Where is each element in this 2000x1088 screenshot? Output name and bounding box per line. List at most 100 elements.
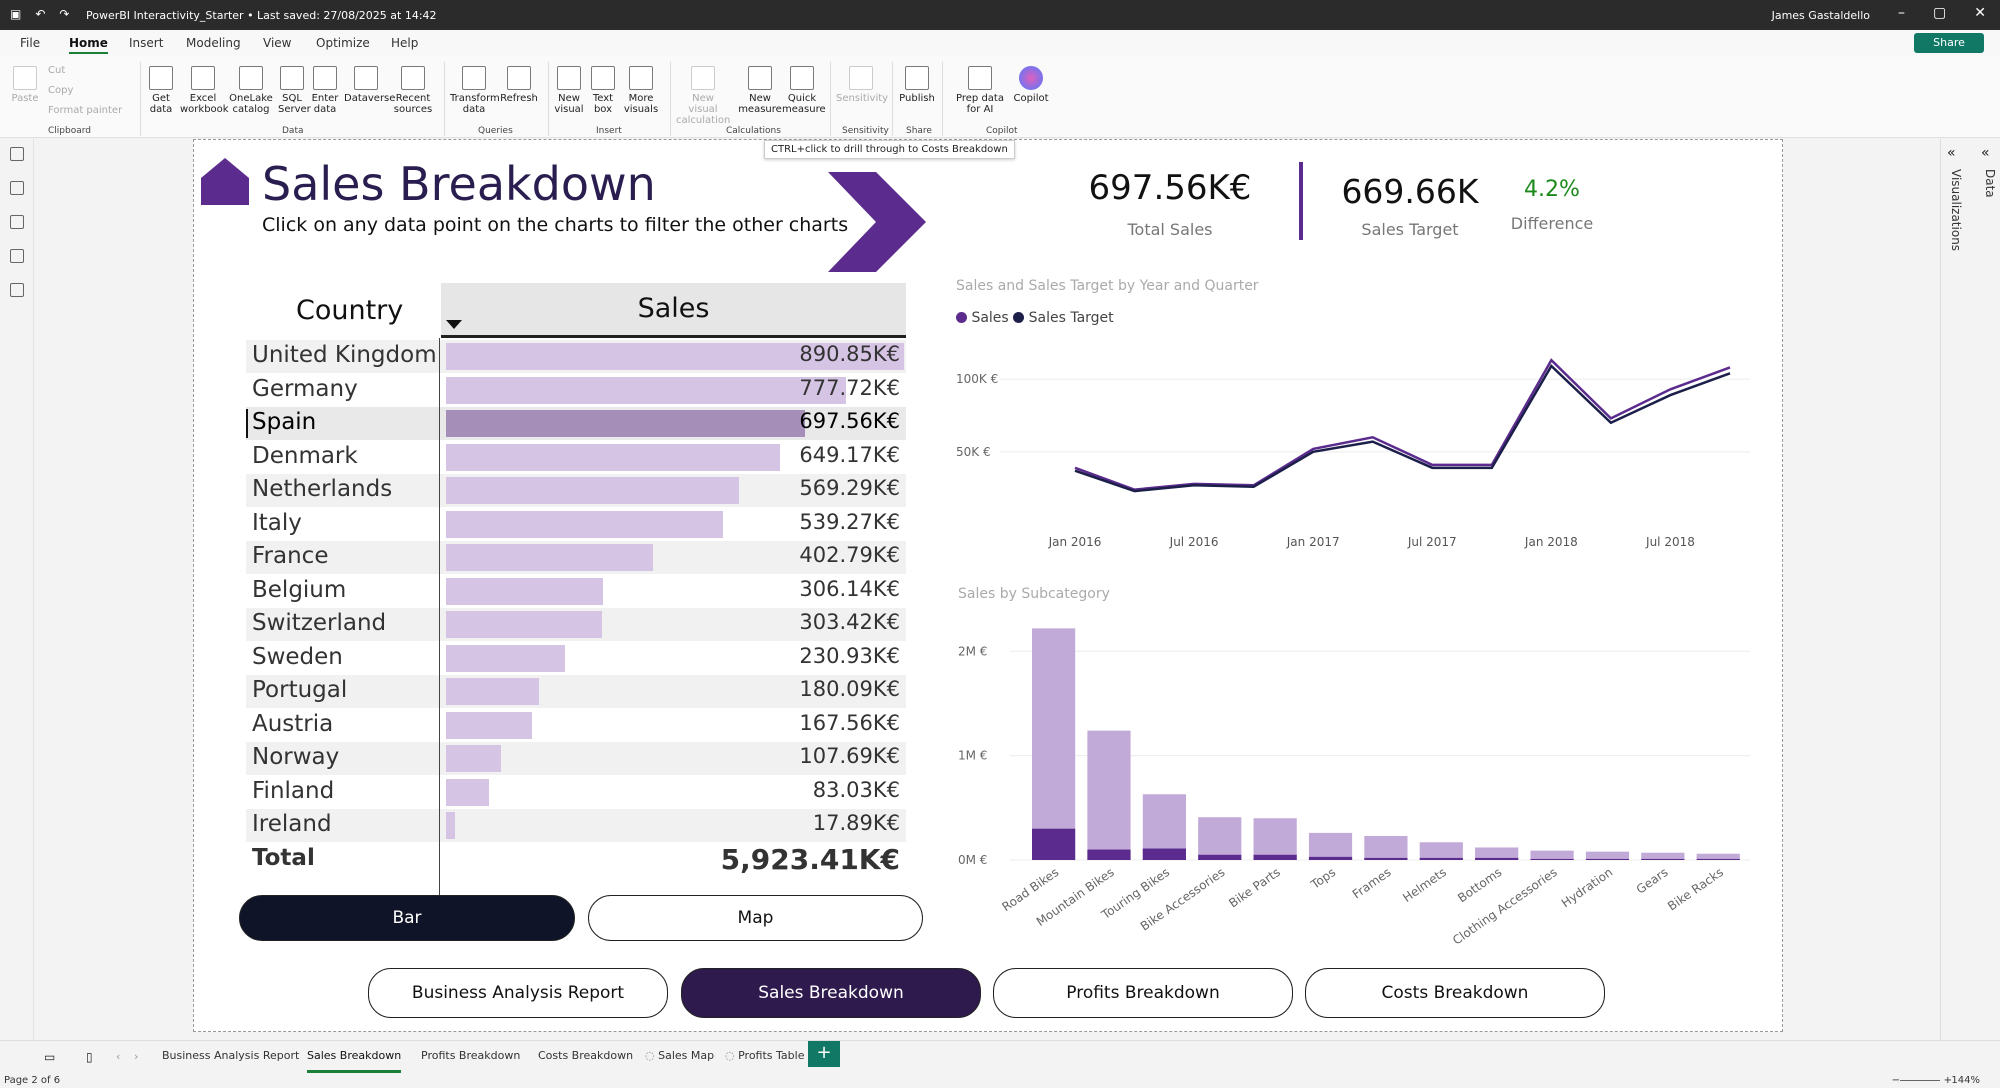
redo-icon[interactable]: ↷ bbox=[59, 7, 70, 21]
bar-selected[interactable] bbox=[1475, 857, 1519, 860]
mobile-layout-icon[interactable]: ▯ bbox=[86, 1050, 93, 1064]
table-row[interactable]: Germany 777.72K€ bbox=[246, 374, 906, 407]
page-tab-sales-breakdown[interactable]: Sales Breakdown bbox=[307, 1049, 402, 1073]
undo-icon[interactable]: ↶ bbox=[35, 7, 46, 21]
zoom-out-icon[interactable]: − bbox=[1891, 1075, 1900, 1086]
legend-sales[interactable]: Sales bbox=[956, 310, 1009, 326]
bar-total[interactable] bbox=[1585, 851, 1630, 860]
transform-data-button[interactable]: Transform data bbox=[450, 66, 500, 115]
table-row[interactable]: Sweden 230.93K€ bbox=[246, 642, 906, 675]
visualizations-pane-label[interactable]: Visualizations bbox=[1949, 169, 1963, 252]
page-tab-sales-map[interactable]: ◌ Sales Map bbox=[645, 1049, 715, 1062]
maximize-icon[interactable]: ▢ bbox=[1933, 5, 1947, 21]
copy-button[interactable]: Copy bbox=[48, 85, 74, 96]
sales-line-chart[interactable]: 50K € 100K € Jan 2016 Jul 2016 Jan 2017 Jul 2… bbox=[950, 340, 1770, 580]
legend-sales-target[interactable]: Sales Target bbox=[1013, 310, 1114, 326]
tmdl-view-icon[interactable] bbox=[10, 283, 24, 297]
bar-total[interactable] bbox=[1475, 847, 1519, 860]
cut-button[interactable]: Cut bbox=[48, 65, 66, 76]
bar-selected[interactable] bbox=[1308, 856, 1353, 860]
bar-total[interactable] bbox=[1364, 836, 1408, 860]
onelake-button[interactable]: OneLake catalog bbox=[228, 66, 274, 115]
bar-total[interactable] bbox=[1308, 832, 1353, 860]
page-tab-profits-table[interactable]: ◌ Profits Table bbox=[725, 1049, 805, 1062]
nav-costs-breakdown-button[interactable]: Costs Breakdown bbox=[1305, 968, 1605, 1018]
line-series-sales-target[interactable] bbox=[1074, 364, 1731, 493]
share-button[interactable]: Share bbox=[1914, 33, 1984, 53]
scroll-left-icon[interactable]: ‹ bbox=[116, 1050, 121, 1063]
bar-total[interactable] bbox=[1419, 842, 1463, 860]
desktop-layout-icon[interactable]: ▭ bbox=[44, 1050, 56, 1064]
bar-toggle-button[interactable]: Bar bbox=[239, 895, 575, 941]
bar-selected[interactable] bbox=[1585, 858, 1630, 860]
refresh-button[interactable]: Refresh bbox=[500, 66, 538, 104]
add-page-button[interactable]: + bbox=[808, 1041, 840, 1067]
dataverse-button[interactable]: Dataverse bbox=[344, 66, 395, 104]
bar-total[interactable] bbox=[1641, 852, 1685, 860]
sort-descending-icon[interactable] bbox=[446, 320, 462, 329]
collapse-data-icon[interactable]: « bbox=[1981, 145, 1990, 161]
sql-server-button[interactable]: SQL Server bbox=[278, 66, 311, 115]
enter-data-button[interactable]: Enter data bbox=[310, 66, 340, 115]
table-row[interactable]: Italy 539.27K€ bbox=[246, 508, 906, 541]
copilot-button[interactable]: Copilot bbox=[1012, 66, 1050, 104]
menu-home[interactable]: Home bbox=[69, 36, 108, 54]
scroll-right-icon[interactable]: › bbox=[134, 1050, 139, 1063]
bar-selected[interactable] bbox=[1530, 858, 1574, 860]
user-name[interactable]: James Gastaldello bbox=[1771, 9, 1870, 22]
table-view-icon[interactable] bbox=[10, 181, 24, 195]
bar-total[interactable] bbox=[1032, 628, 1076, 860]
sensitivity-button[interactable]: Sensitivity bbox=[836, 66, 888, 104]
recent-sources-button[interactable]: Recent sources bbox=[392, 66, 434, 115]
text-box-button[interactable]: Text box bbox=[588, 66, 618, 115]
bar-total[interactable] bbox=[1696, 853, 1740, 860]
table-row[interactable]: Finland 83.03K€ bbox=[246, 776, 906, 809]
new-measure-button[interactable]: New measure bbox=[738, 66, 782, 115]
bar-selected[interactable] bbox=[1142, 848, 1186, 860]
new-visual-button[interactable]: New visual bbox=[554, 66, 584, 115]
report-view-icon[interactable] bbox=[10, 147, 24, 161]
quick-measure-button[interactable]: Quick measure bbox=[782, 66, 826, 115]
bar-total[interactable] bbox=[1253, 818, 1297, 860]
table-row[interactable]: Portugal 180.09K€ bbox=[246, 675, 906, 708]
home-icon[interactable] bbox=[200, 156, 250, 206]
table-row[interactable]: Belgium 306.14K€ bbox=[246, 575, 906, 608]
more-visuals-button[interactable]: More visuals bbox=[622, 66, 660, 115]
bar-selected[interactable] bbox=[1198, 854, 1242, 860]
bar-selected[interactable] bbox=[1087, 849, 1131, 860]
page-tab-business-analysis[interactable]: Business Analysis Report bbox=[162, 1049, 300, 1062]
table-row[interactable]: United Kingdom 890.85K€ bbox=[246, 340, 906, 373]
excel-workbook-button[interactable]: Excel workbook bbox=[180, 66, 229, 115]
menu-insert[interactable]: Insert bbox=[129, 36, 164, 50]
zoom-level[interactable]: 144% bbox=[1951, 1075, 1980, 1086]
nav-sales-breakdown-button[interactable]: Sales Breakdown bbox=[681, 968, 981, 1018]
bar-selected[interactable] bbox=[1253, 854, 1297, 860]
table-row[interactable]: Switzerland 303.42K€ bbox=[246, 608, 906, 641]
nav-business-analysis-button[interactable]: Business Analysis Report bbox=[368, 968, 668, 1018]
menu-file[interactable]: File bbox=[20, 36, 41, 50]
menu-view[interactable]: View bbox=[263, 36, 292, 50]
page-tab-costs-breakdown[interactable]: Costs Breakdown bbox=[538, 1049, 634, 1062]
table-row[interactable]: France 402.79K€ bbox=[246, 541, 906, 574]
bar-total[interactable] bbox=[1198, 817, 1242, 860]
menu-optimize[interactable]: Optimize bbox=[316, 36, 370, 50]
collapse-visualizations-icon[interactable]: « bbox=[1947, 145, 1956, 161]
drill-through-arrow-icon[interactable] bbox=[826, 172, 926, 272]
menu-modeling[interactable]: Modeling bbox=[186, 36, 241, 50]
bar-selected[interactable] bbox=[1419, 857, 1463, 860]
data-pane-label[interactable]: Data bbox=[1983, 169, 1997, 198]
bar-selected[interactable] bbox=[1364, 857, 1408, 860]
menu-help[interactable]: Help bbox=[391, 36, 419, 50]
column-header-sales[interactable]: Sales bbox=[441, 283, 906, 335]
bar-total[interactable] bbox=[1087, 730, 1131, 860]
table-row[interactable]: Denmark 649.17K€ bbox=[246, 441, 906, 474]
get-data-button[interactable]: Get data bbox=[146, 66, 176, 115]
prep-data-ai-button[interactable]: Prep data for AI bbox=[948, 66, 1012, 115]
close-icon[interactable]: ✕ bbox=[1974, 5, 1986, 21]
map-toggle-button[interactable]: Map bbox=[588, 895, 923, 941]
bar-selected[interactable] bbox=[1641, 858, 1685, 860]
table-row[interactable]: Netherlands 569.29K€ bbox=[246, 474, 906, 507]
format-painter-button[interactable]: Format painter bbox=[48, 105, 123, 116]
zoom-in-icon[interactable]: + bbox=[1943, 1075, 1952, 1086]
